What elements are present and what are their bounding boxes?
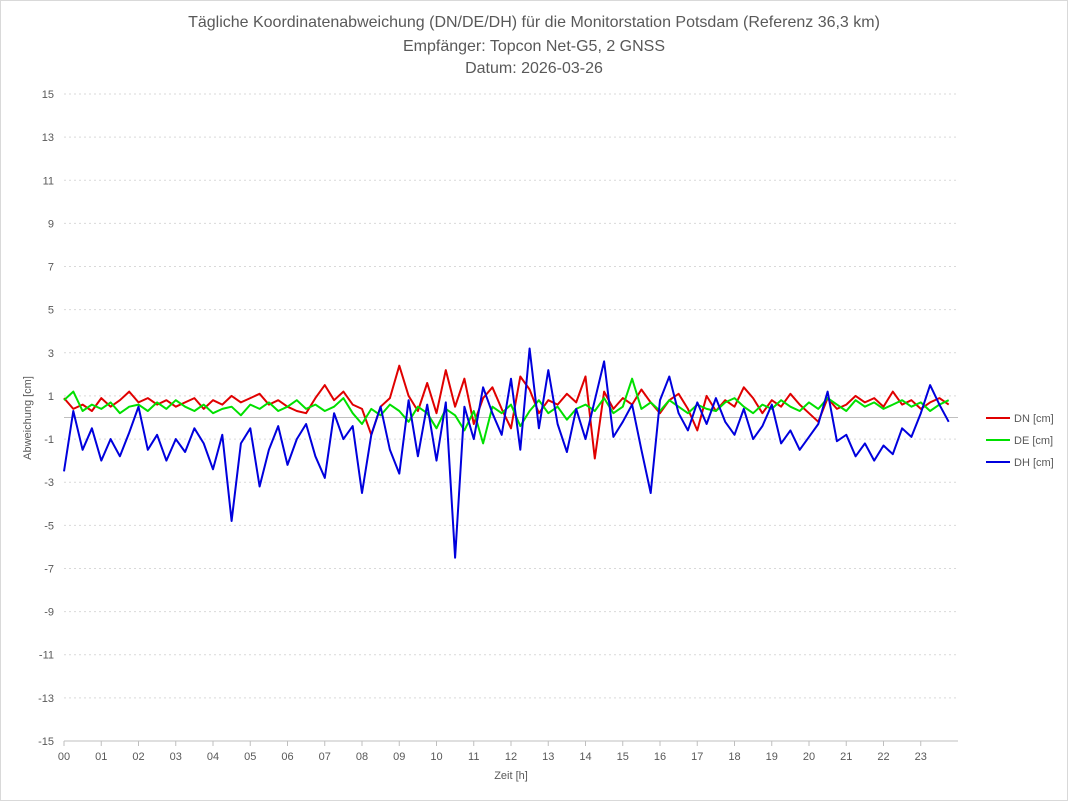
y-tick-label: 3 (48, 348, 54, 360)
x-axis-ticks: 00 01 02 03 04 05 06 07 08 09 10 11 12 13 14 15 16 17 18 19… (58, 741, 927, 763)
y-axis-title: Abweichung [cm] (22, 376, 34, 460)
y-tick-label: 9 (48, 218, 54, 230)
x-tick-label: 21 (840, 751, 852, 763)
x-tick-label: 10 (430, 751, 442, 763)
legend: DN [cm] DE [cm] DH [cm] (986, 413, 1054, 469)
x-tick-label: 15 (617, 751, 629, 763)
y-tick-label: -13 (38, 693, 54, 705)
legend-label: DN [cm] (1014, 413, 1054, 425)
x-tick-label: 23 (915, 751, 927, 763)
gridlines (64, 93, 958, 742)
series-lines (63, 347, 950, 559)
x-tick-label: 17 (691, 751, 703, 763)
y-tick-label: 1 (48, 391, 54, 403)
series-line-1 (63, 364, 950, 460)
chart-title: Tägliche Koordinatenabweichung (DN/DE/DH… (188, 14, 880, 31)
x-tick-label: 06 (281, 751, 293, 763)
series-line-3 (63, 347, 950, 559)
x-tick-label: 22 (877, 751, 889, 763)
x-tick-label: 04 (207, 751, 219, 763)
x-axis-title: Zeit [h] (494, 770, 528, 782)
chart-date: Datum: 2026-03-26 (465, 60, 603, 77)
x-tick-label: 18 (728, 751, 740, 763)
x-tick-label: 01 (95, 751, 107, 763)
x-tick-label: 03 (170, 751, 182, 763)
x-tick-label: 09 (393, 751, 405, 763)
y-tick-label: -7 (44, 563, 54, 575)
x-tick-label: 00 (58, 751, 70, 763)
y-tick-label: -9 (44, 607, 54, 619)
x-tick-label: 11 (468, 751, 479, 763)
x-tick-label: 08 (356, 751, 368, 763)
x-tick-label: 20 (803, 751, 815, 763)
x-tick-label: 12 (505, 751, 517, 763)
y-tick-label: -3 (44, 477, 54, 489)
x-tick-label: 19 (766, 751, 778, 763)
y-tick-label: 7 (48, 262, 54, 274)
x-tick-label: 05 (244, 751, 256, 763)
y-axis-ticks: 15 13 11 9 7 5 3 1 -1 -3 -5 -7 -9 -11 -13 -15 (38, 89, 54, 748)
y-tick-label: -11 (39, 650, 54, 662)
y-tick-label: -5 (44, 520, 54, 532)
legend-label: DH [cm] (1014, 457, 1054, 469)
y-tick-label: 13 (42, 132, 54, 144)
y-tick-label: 5 (48, 305, 54, 317)
x-tick-label: 14 (579, 751, 591, 763)
y-tick-label: -15 (38, 736, 54, 748)
x-tick-label: 16 (654, 751, 666, 763)
x-tick-label: 02 (132, 751, 144, 763)
x-tick-label: 07 (319, 751, 331, 763)
y-tick-label: 11 (43, 175, 54, 187)
x-tick-label: 13 (542, 751, 554, 763)
y-tick-label: 15 (42, 89, 54, 101)
legend-label: DE [cm] (1014, 435, 1053, 447)
y-tick-label: -1 (44, 434, 54, 446)
chart-subtitle: Empfänger: Topcon Net-G5, 2 GNSS (402, 38, 666, 55)
